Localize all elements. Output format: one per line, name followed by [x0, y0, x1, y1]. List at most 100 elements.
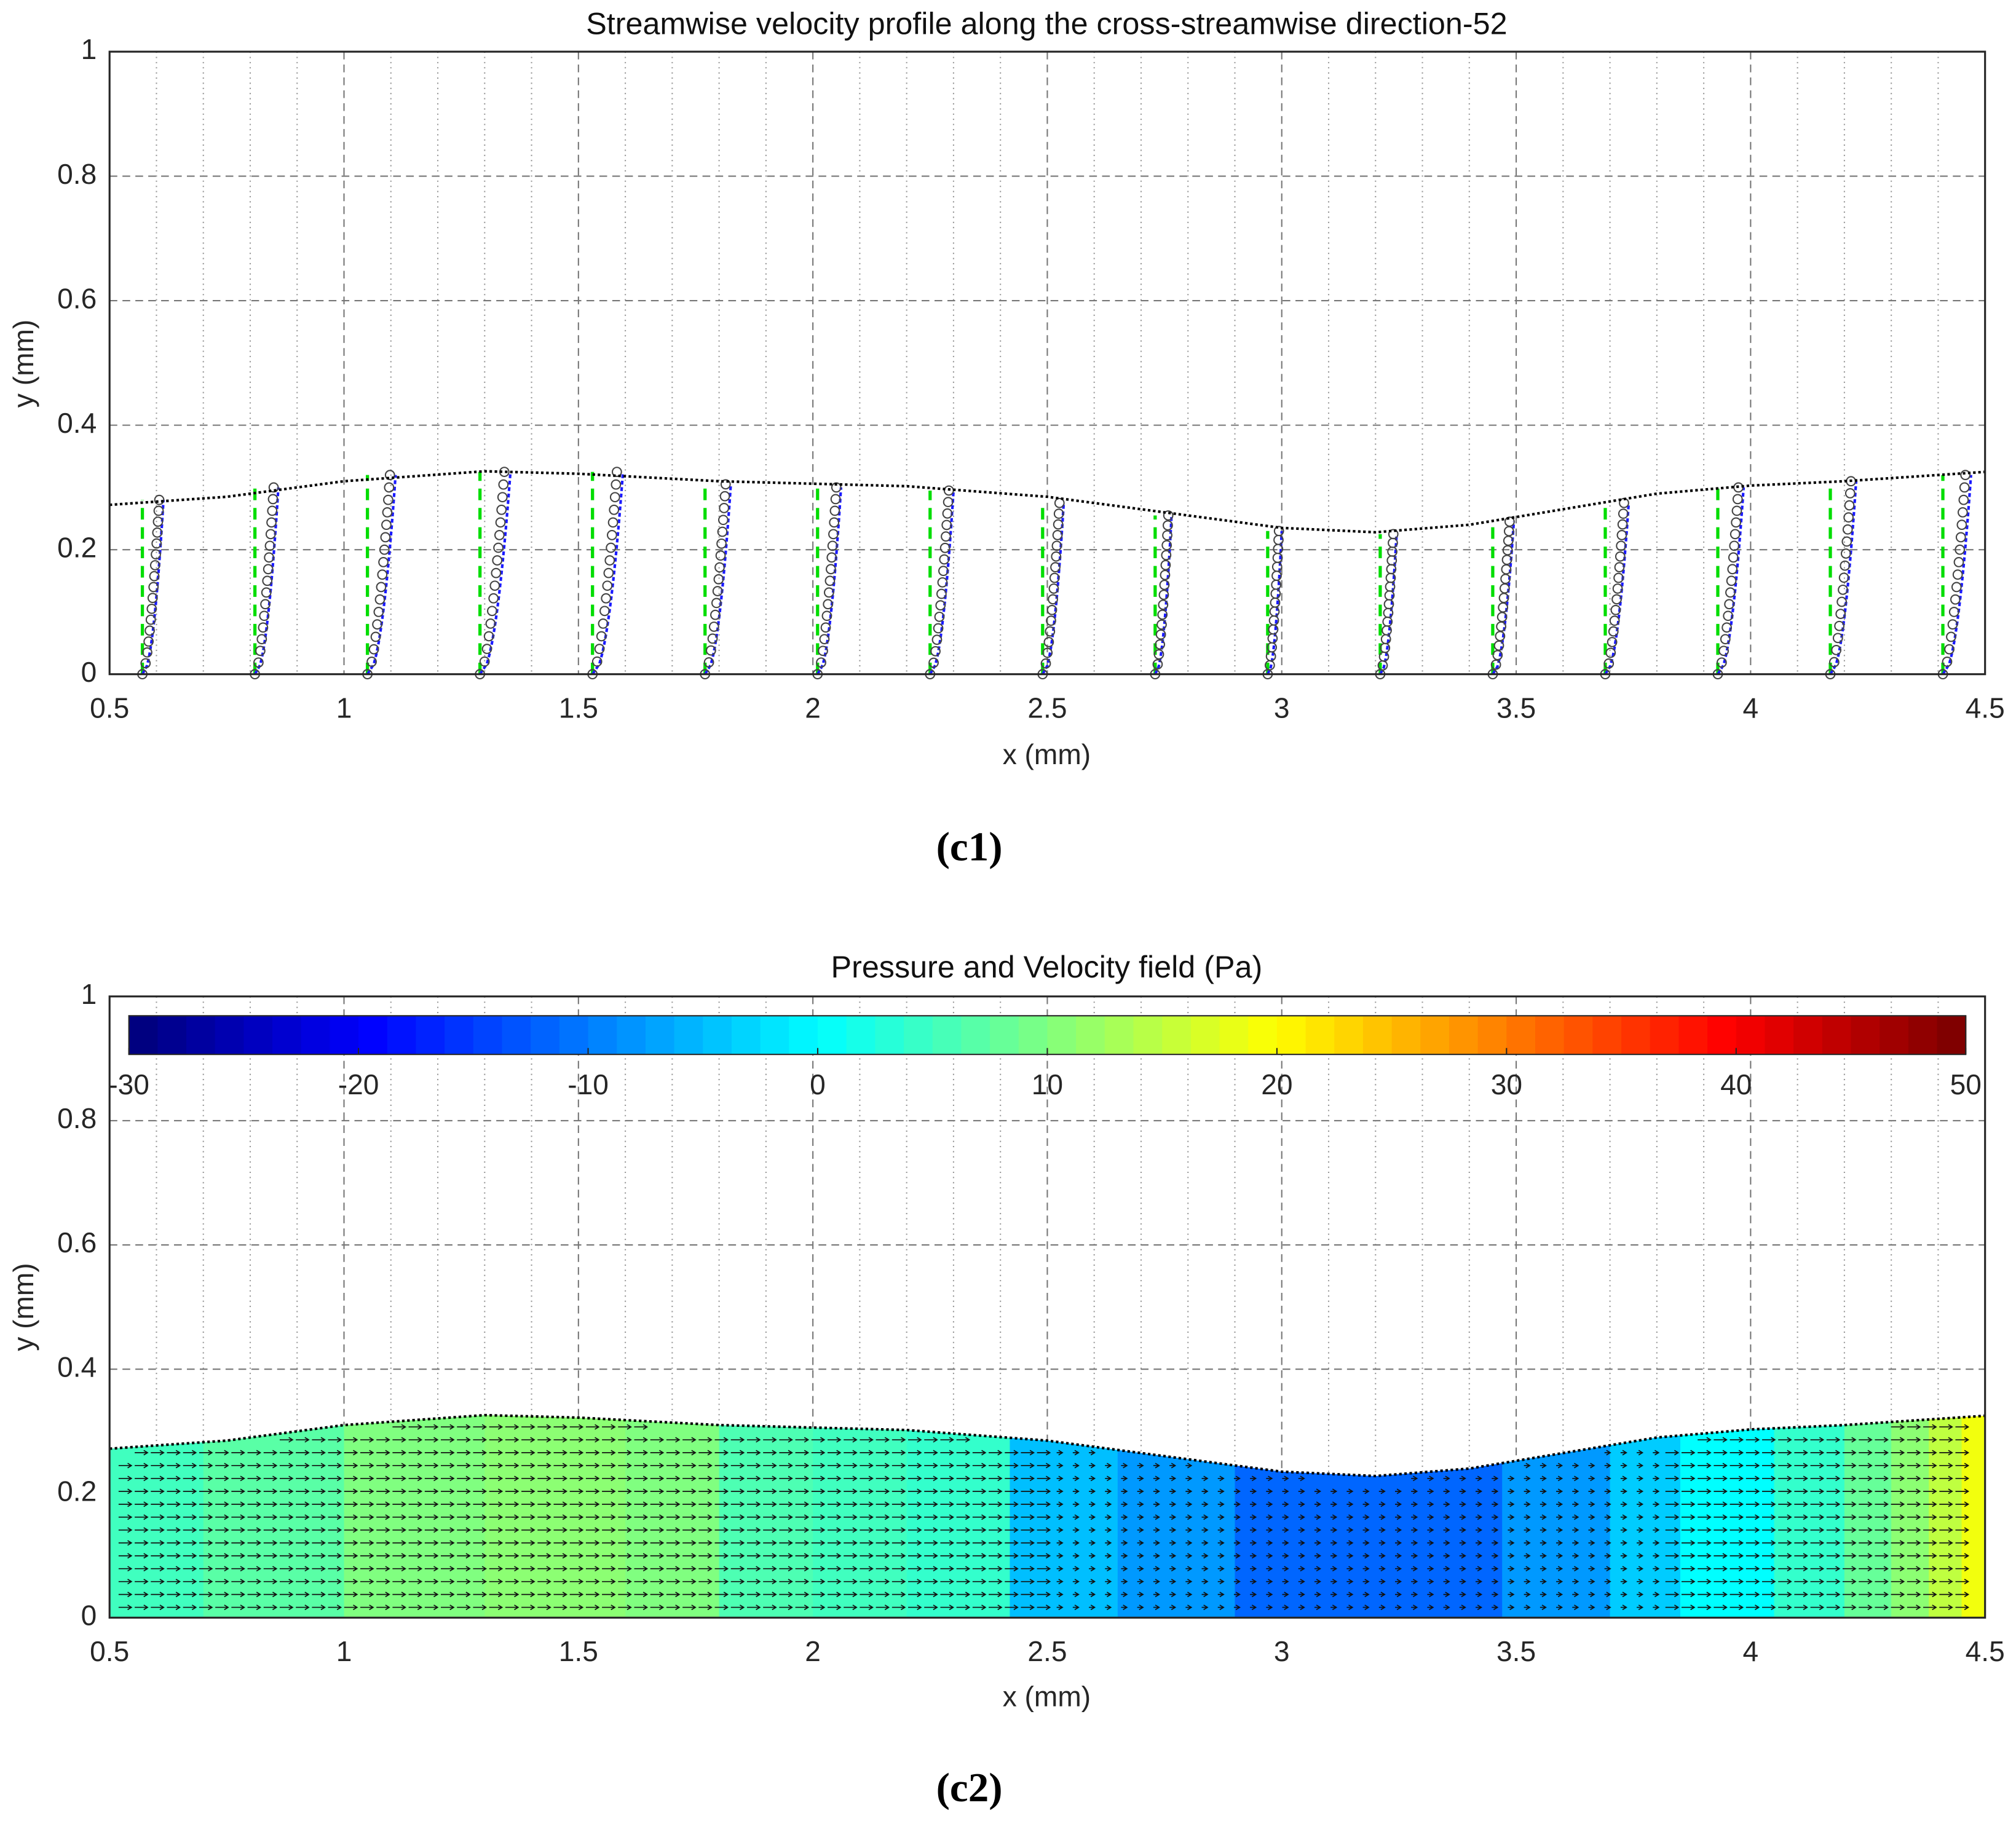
colorbar-step [1018, 1016, 1048, 1055]
pressure-band [1010, 1415, 1118, 1618]
colorbar-step [1219, 1016, 1249, 1055]
x-axis-label: x (mm) [1003, 738, 1091, 770]
x-tick-label: 3 [1274, 1635, 1290, 1667]
colorbar-step [445, 1016, 474, 1055]
pressure-band [1891, 1415, 1930, 1618]
colorbar-step [387, 1016, 417, 1055]
colorbar-step [1076, 1016, 1105, 1055]
colorbar-step [1047, 1016, 1077, 1055]
colorbar-tick-label: 0 [810, 1068, 826, 1100]
colorbar-step [1650, 1016, 1680, 1055]
x-tick-label: 3.5 [1496, 1635, 1536, 1667]
colorbar-step [1765, 1016, 1795, 1055]
colorbar-step [502, 1016, 532, 1055]
colorbar-step [1937, 1016, 1967, 1055]
y-tick-label: 0.6 [57, 1226, 97, 1258]
colorbar-tick-label: -20 [338, 1068, 379, 1100]
colorbar-step [1420, 1016, 1450, 1055]
colorbar-step [272, 1016, 302, 1055]
colorbar-step [1563, 1016, 1594, 1055]
colorbar-step [1449, 1016, 1479, 1055]
colorbar-step [1248, 1016, 1278, 1055]
colorbar-step [128, 1016, 159, 1055]
y-tick-label: 0.8 [57, 1102, 97, 1134]
colorbar-step [330, 1016, 360, 1055]
velocity-profile [1604, 503, 1631, 675]
colorbar-step [186, 1016, 216, 1055]
colorbar-step [645, 1016, 675, 1055]
pressure-band [625, 1415, 720, 1618]
pressure-band [719, 1415, 814, 1618]
pressure-band [906, 1415, 1011, 1618]
colorbar-step [1276, 1016, 1306, 1055]
colorbar-step [588, 1016, 618, 1055]
colorbar-step [789, 1016, 819, 1055]
y-tick-label: 1 [81, 978, 97, 1010]
colorbar-step [731, 1016, 761, 1055]
y-tick-label: 0.2 [57, 1475, 97, 1507]
colorbar-step [674, 1016, 704, 1055]
colorbar-step [1104, 1016, 1134, 1055]
velocity-profile [478, 472, 512, 675]
velocity-profile [1153, 515, 1173, 675]
colorbar-tick-label: 50 [1950, 1068, 1982, 1100]
x-tick-label: 4 [1743, 692, 1759, 724]
x-tick-label: 1 [336, 1635, 352, 1667]
colorbar-step [473, 1016, 503, 1055]
velocity-arrows [118, 1424, 1970, 1611]
x-tick-label: 2.5 [1027, 1635, 1067, 1667]
x-tick-label: 1 [336, 692, 352, 724]
colorbar-step [531, 1016, 560, 1055]
velocity-profile [1942, 475, 1972, 675]
colorbar-step [617, 1016, 646, 1055]
x-tick-label: 0.5 [90, 692, 129, 724]
colorbar-step [846, 1016, 876, 1055]
colorbar-tick-label: 30 [1491, 1068, 1522, 1100]
x-axis-label: x (mm) [1003, 1681, 1091, 1713]
colorbar-step [760, 1016, 790, 1055]
colorbar-step [961, 1016, 991, 1055]
colorbar-step [904, 1016, 933, 1055]
colorbar-step [1506, 1016, 1536, 1055]
y-tick-label: 0.8 [57, 158, 97, 190]
pressure-band [1680, 1415, 1775, 1618]
x-tick-label: 2 [805, 692, 821, 724]
colorbar-step [990, 1016, 1019, 1055]
pressure-band [344, 1415, 486, 1618]
colorbar-step [1793, 1016, 1823, 1055]
caption: (c2) [936, 1764, 1003, 1810]
colorbar-step [1621, 1016, 1651, 1055]
colorbar-tick-label: -10 [567, 1068, 609, 1100]
x-tick-label: 4.5 [1966, 692, 2005, 724]
colorbar-tick-label: -30 [108, 1068, 149, 1100]
colorbar-step [1707, 1016, 1737, 1055]
colorbar-step [703, 1016, 733, 1055]
x-tick-label: 1.5 [559, 1635, 598, 1667]
colorbar-step [1477, 1016, 1508, 1055]
y-tick-label: 1 [81, 33, 97, 65]
y-axis-label: y (mm) [7, 1263, 39, 1351]
x-tick-label: 0.5 [90, 1635, 129, 1667]
y-axis-label: y (mm) [7, 320, 39, 408]
colorbar-step [1822, 1016, 1852, 1055]
colorbar-step [1678, 1016, 1709, 1055]
y-tick-label: 0.6 [57, 282, 97, 314]
velocity-profile [366, 475, 397, 675]
x-tick-label: 1.5 [559, 692, 598, 724]
colorbar-step [1851, 1016, 1881, 1055]
pressure-band [1774, 1415, 1845, 1618]
colorbar-step [1305, 1016, 1335, 1055]
colorbar-step [1391, 1016, 1421, 1055]
colorbar-step [817, 1016, 847, 1055]
colorbar-step [1880, 1016, 1909, 1055]
y-tick-label: 0.4 [57, 407, 97, 439]
colorbar-step [215, 1016, 245, 1055]
axes-frame [108, 50, 1986, 676]
colorbar-step [157, 1016, 188, 1055]
velocity-profile [591, 472, 625, 675]
colorbar-step [416, 1016, 446, 1055]
y-tick-label: 0.2 [57, 531, 97, 563]
colorbar-step [1908, 1016, 1938, 1055]
